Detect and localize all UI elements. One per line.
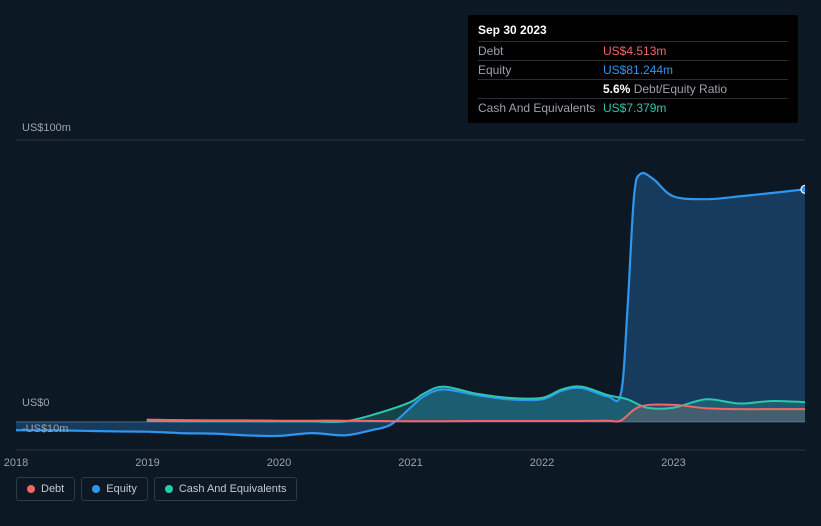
x-axis-tick: 2019 (135, 457, 159, 469)
financial-chart (16, 10, 805, 480)
x-axis-tick: 2021 (398, 457, 422, 469)
legend-label: Debt (41, 483, 64, 495)
legend-item-cash[interactable]: Cash And Equivalents (154, 477, 298, 501)
chart-container: US$100mUS$0-US$10m2018201920202021202220… (16, 10, 805, 516)
x-axis-tick: 2023 (661, 457, 685, 469)
legend-label: Equity (106, 483, 137, 495)
legend-item-debt[interactable]: Debt (16, 477, 75, 501)
x-axis-tick: 2022 (530, 457, 554, 469)
y-axis-tick: US$0 (22, 397, 50, 409)
legend-label: Cash And Equivalents (179, 483, 287, 495)
legend-swatch (92, 485, 100, 493)
legend-swatch (165, 485, 173, 493)
x-axis-tick: 2020 (267, 457, 291, 469)
chart-legend: Debt Equity Cash And Equivalents (16, 477, 297, 501)
legend-item-equity[interactable]: Equity (81, 477, 148, 501)
x-axis-tick: 2018 (4, 457, 28, 469)
y-axis-tick: -US$10m (22, 423, 68, 435)
y-axis-tick: US$100m (22, 122, 71, 134)
legend-swatch (27, 485, 35, 493)
